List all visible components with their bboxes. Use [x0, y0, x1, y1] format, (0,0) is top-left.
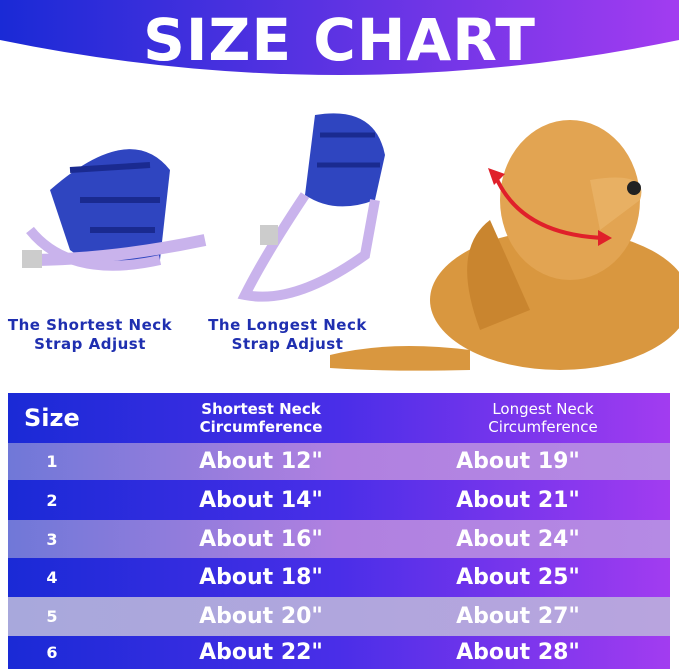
- table-row: 4 About 18" About 25": [8, 558, 670, 597]
- table-row: 2 About 14" About 21": [8, 480, 670, 520]
- shortest-cell: About 16": [199, 526, 323, 552]
- table-row: 6 About 22" About 28": [8, 636, 670, 669]
- size-cell: 6: [46, 643, 58, 662]
- table-row: 5 About 20" About 27": [8, 597, 670, 636]
- title-banner: [0, 0, 679, 75]
- table-row: 3 About 16" About 24": [8, 520, 670, 558]
- longest-cell: About 21": [456, 487, 580, 513]
- neck-arrow: [493, 174, 606, 240]
- shortest-cell: About 22": [199, 640, 323, 665]
- dog-image: [330, 120, 679, 371]
- muzzle-shortest-image: [22, 149, 207, 271]
- shortest-cell: About 12": [199, 449, 323, 474]
- size-cell: 1: [46, 452, 58, 471]
- header-size: Size: [24, 404, 80, 432]
- size-cell: 3: [46, 529, 58, 549]
- table-header: Size Shortest Neck Circumference Longest…: [8, 393, 670, 443]
- size-table: Size Shortest Neck Circumference Longest…: [8, 393, 670, 669]
- longest-cell: About 19": [456, 449, 580, 474]
- longest-cell: About 24": [456, 526, 580, 552]
- size-cell: 4: [46, 568, 58, 587]
- header-shortest: Shortest Neck Circumference: [199, 400, 323, 436]
- caption-longest: The Longest Neck Strap Adjust: [208, 316, 367, 353]
- longest-cell: About 27": [456, 604, 580, 629]
- shortest-cell: About 20": [199, 604, 323, 629]
- longest-cell: About 25": [456, 565, 580, 590]
- table-row: 1 About 12" About 19": [8, 443, 670, 480]
- shortest-cell: About 18": [199, 565, 323, 590]
- header-longest: Longest Neck Circumference: [488, 400, 598, 436]
- shortest-cell: About 14": [199, 487, 323, 513]
- size-cell: 5: [46, 607, 58, 626]
- caption-shortest: The Shortest Neck Strap Adjust: [7, 316, 173, 353]
- longest-cell: About 28": [456, 640, 580, 665]
- size-cell: 2: [46, 490, 58, 510]
- page-title: SIZE CHART: [143, 6, 536, 74]
- muzzle-longest-image: [237, 113, 385, 302]
